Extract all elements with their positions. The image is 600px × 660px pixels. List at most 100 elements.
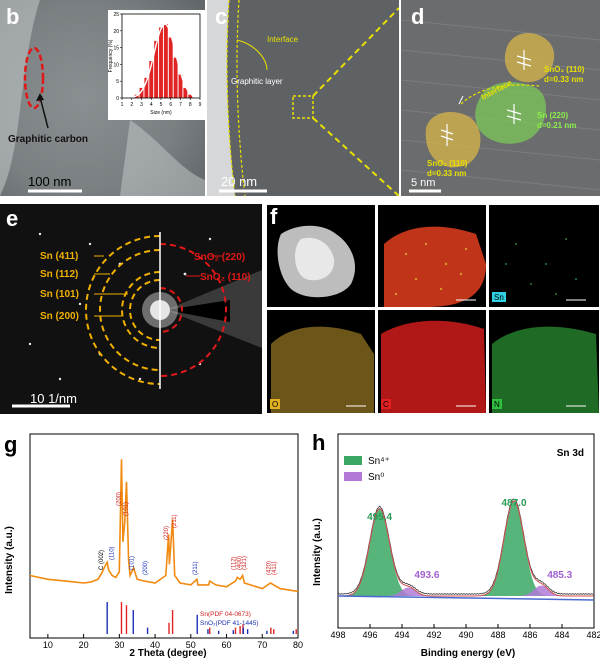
sno2-bottom-name: SnO₂ (110) [427,159,468,168]
graphitic-carbon-label: Graphitic carbon [8,134,88,145]
xps-peak-label: 485.3 [547,570,572,581]
xps-peak-label: 495.4 [367,512,392,523]
ring-sn-200 [121,271,161,349]
xrd-peak-label: (200) [116,492,122,506]
ring-sn-101 [129,279,161,341]
xps-x-tick-label: 486 [522,630,537,640]
ring-label-sno2-220: SnO₂ (220) [194,252,245,263]
histogram-bar [154,40,159,98]
graphitic-carbon-marker [23,46,45,110]
histogram-bar [149,61,154,98]
xrd-peak-label: C (002) [99,550,105,570]
zoom-box [292,95,314,119]
histogram-fit-curve [122,23,201,99]
histogram-x-tick-label: 5 [160,102,163,108]
panel-f-eds-mapping: Sn O C N f [266,204,600,414]
xrd-chart-svg: Intensity (a.u.) 2 Theta (degree) Sn(PDF… [4,433,303,659]
ring-label-sn-101: Sn (101) [40,289,79,300]
histogram-x-tick-label: 2 [130,102,133,108]
histogram-x-tick-label: 1 [121,102,124,108]
panel-e-svg: Sn (411) Sn (112) Sn (101) Sn (200) SnO₂… [0,204,262,414]
xps-x-tick-label: 496 [362,630,377,640]
xrd-pattern-line [29,459,299,593]
xrd-x-tick-label: 20 [79,640,89,650]
histogram-x-tick-label: 7 [179,102,182,108]
histogram-y-tick-label: 15 [113,46,119,52]
histogram-bar [139,87,144,98]
xps-legend-label: Sn⁰ [368,472,384,483]
xps-x-tick-label: 490 [458,630,473,640]
histogram-y-tick-label: 0 [116,96,119,102]
xps-sn0-peak-1 [360,587,457,596]
scale-bar-label: 100 nm [28,174,71,189]
histogram-y-tick-label: 5 [116,79,119,85]
ring-sno2-220 [159,243,227,377]
xrd-peak-label: (211) [172,514,178,528]
panel-e-saed-pattern: Sn (411) Sn (112) Sn (101) Sn (200) SnO₂… [0,204,262,414]
ring-sn-112 [99,249,161,371]
xrd-peak-label: (112) [231,556,237,570]
xps-x-tick-label: 492 [426,630,441,640]
panel-g-xrd-chart: Intensity (a.u.) 2 Theta (degree) Sn(PDF… [0,420,305,660]
ref-sno2-label: SnO₂(PDF 41-1445) [200,620,259,627]
panel-label-h: h [312,430,326,455]
xrd-peak-label: (101) [130,556,136,570]
xps-fit-envelope [338,500,594,597]
sn-particle [475,82,547,144]
histogram-bar [173,57,178,98]
xps-title: Sn 3d [557,448,584,459]
panel-b-tem-image: Graphitic carbon 100 nm b 1 2 3 4 5 6 7 8 9 0 5 10 1… [0,0,205,196]
xrd-peak-label: (220) [164,526,170,540]
histogram-x-tick-label: 4 [150,102,153,108]
histogram-y-tick-label: 25 [113,12,119,18]
histogram-x-tick-label: 3 [140,102,143,108]
panel-label-d: d [411,4,425,29]
xps-x-axis-label: Binding energy (eV) [421,648,515,659]
sno2-particle-top [504,32,555,83]
panel-h-xps-chart: Intensity (a.u.) Binding energy (eV) Sn … [308,420,600,660]
histogram-x-tick-label: 6 [169,102,172,108]
xps-legend-swatch [344,456,362,465]
xrd-peak-label: (321) [242,556,248,570]
xrd-peak-label: (101) [124,502,130,516]
panel-f-svg: Sn O C N [266,204,600,414]
panel-label-c: c [215,4,228,29]
histogram-x-tick-label: 8 [189,102,192,108]
histogram-bar [144,77,149,98]
panel-d-hrtem-image: Interface SnO₂ (110) d=0.33 nm Sn (220) … [401,0,600,196]
xps-x-tick-label: 494 [394,630,409,640]
histogram-bar [178,74,183,98]
xrd-x-tick-label: 30 [114,640,124,650]
panel-label-b: b [6,4,20,29]
ring-sn-411 [85,235,161,385]
element-tag-o: O [272,400,278,409]
xrd-y-axis-label: Intensity (a.u.) [4,526,15,594]
xrd-peak-label: (420) [266,561,272,575]
xrd-peak-label: (411) [272,561,278,575]
ref-sn-label: Sn(PDF 04-0673) [200,611,251,618]
ring-label-sn-411: Sn (411) [40,251,78,262]
xps-sn4-peak-1 [331,508,428,596]
histogram-bar [188,94,193,98]
xps-sn4-peak-2 [466,501,562,596]
ring-label-sn-200: Sn (200) [40,311,79,322]
scale-bar-label: 5 nm [411,177,435,189]
element-tag-c: C [383,400,389,409]
ring-label-sn-112: Sn (112) [40,269,78,280]
eds-tile-sn [489,205,599,307]
xps-sn0-peak-2 [493,585,590,596]
histogram-bar [168,37,173,98]
sno2-top-d: d=0.33 nm [544,75,583,84]
histogram-y-label: Frequency (%) [108,39,114,72]
xrd-x-tick-label: 40 [150,640,160,650]
xrd-x-tick-label: 50 [186,640,196,650]
xps-x-tick-label: 484 [554,630,569,640]
scale-bar-label: 10 1/nm [30,391,77,406]
element-tag-sn: Sn [494,293,504,302]
panel-c-svg: Interface Graphitic layer 20 nm [207,0,399,196]
histogram-x-tick-label: 9 [199,102,202,108]
xrd-peak-label: (200) [143,561,149,575]
xps-peak-label: 493.6 [414,570,439,581]
sn-d: d=0.21 nm [537,121,576,130]
element-tag-n: N [494,400,500,409]
